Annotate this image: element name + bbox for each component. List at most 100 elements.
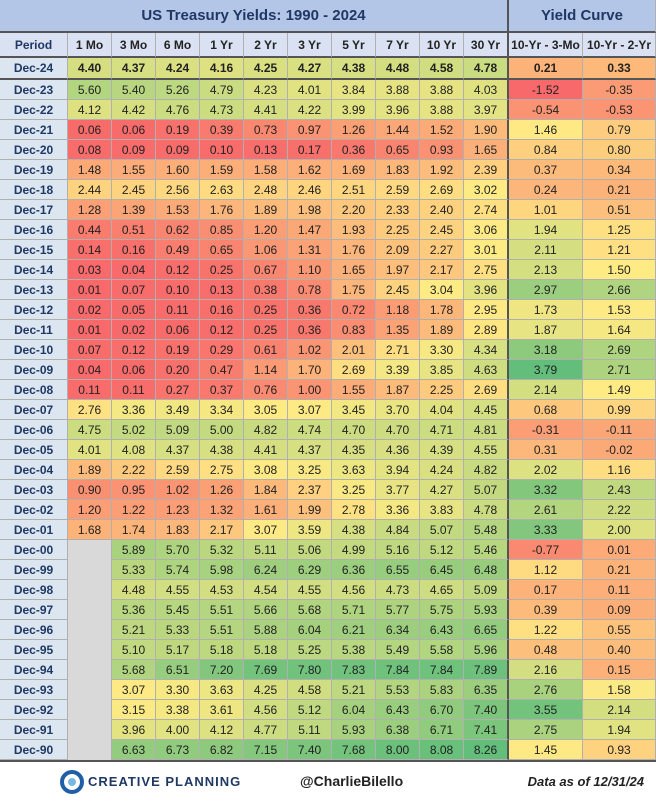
- cell: 3.88: [376, 80, 420, 100]
- cell: 6.48: [464, 560, 509, 580]
- cell: 0.01: [68, 320, 112, 340]
- cell: 0.65: [200, 240, 244, 260]
- cell: 0.76: [244, 380, 288, 400]
- cell: 7.41: [464, 720, 509, 740]
- period: Dec-92: [0, 700, 68, 720]
- column-header: 10-Yr - 2-Yr: [583, 33, 656, 58]
- cell: 2.69: [583, 340, 656, 360]
- cell: 5.02: [112, 420, 156, 440]
- cell: 5.17: [156, 640, 200, 660]
- cell: 1.53: [156, 200, 200, 220]
- cell: 1.58: [244, 160, 288, 180]
- cell: 5.40: [112, 80, 156, 100]
- cell: 1.39: [112, 200, 156, 220]
- cell: 3.79: [509, 360, 583, 380]
- cell: 2.20: [332, 200, 376, 220]
- cell: 1.21: [583, 240, 656, 260]
- cell: 3.04: [420, 280, 464, 300]
- period: Dec-03: [0, 480, 68, 500]
- empty-cell: [68, 560, 112, 580]
- cell: 1.70: [288, 360, 332, 380]
- cell: 0.19: [156, 120, 200, 140]
- period: Dec-21: [0, 120, 68, 140]
- period: Dec-15: [0, 240, 68, 260]
- cell: 0.25: [244, 300, 288, 320]
- cell: 4.78: [464, 500, 509, 520]
- cell: 0.10: [200, 140, 244, 160]
- column-header: 2 Yr: [244, 33, 288, 58]
- cell: 3.06: [464, 220, 509, 240]
- cell: 3.59: [288, 520, 332, 540]
- cell: -0.11: [583, 420, 656, 440]
- cell: 5.09: [156, 420, 200, 440]
- cell: 1.14: [244, 360, 288, 380]
- cell: 2.66: [583, 280, 656, 300]
- cell: 0.68: [509, 400, 583, 420]
- period: Dec-11: [0, 320, 68, 340]
- cell: 2.74: [464, 200, 509, 220]
- cell: 4.71: [420, 420, 464, 440]
- cell: 0.24: [509, 180, 583, 200]
- cell: 6.51: [156, 660, 200, 680]
- cell: 5.25: [288, 640, 332, 660]
- period: Dec-98: [0, 580, 68, 600]
- cell: 1.20: [68, 500, 112, 520]
- period: Dec-04: [0, 460, 68, 480]
- cell: 1.53: [583, 300, 656, 320]
- cell: 1.50: [583, 260, 656, 280]
- cell: 1.55: [112, 160, 156, 180]
- cell: 2.69: [332, 360, 376, 380]
- cell: 1.26: [332, 120, 376, 140]
- cell: 4.76: [156, 100, 200, 120]
- cell: 1.73: [509, 300, 583, 320]
- cell: 4.41: [244, 440, 288, 460]
- cell: 2.22: [112, 460, 156, 480]
- footer: CREATIVE PLANNING @CharlieBilello Data a…: [0, 760, 656, 801]
- cell: 0.36: [288, 320, 332, 340]
- cell: 4.78: [464, 58, 509, 80]
- cell: 4.25: [244, 58, 288, 80]
- period: Dec-99: [0, 560, 68, 580]
- cell: 6.04: [332, 700, 376, 720]
- note: Data as of 12/31/24: [527, 774, 644, 789]
- cell: 4.08: [112, 440, 156, 460]
- period: Dec-19: [0, 160, 68, 180]
- cell: 0.11: [68, 380, 112, 400]
- period: Dec-00: [0, 540, 68, 560]
- cell: 1.98: [288, 200, 332, 220]
- cell: 0.83: [332, 320, 376, 340]
- cell: 4.70: [332, 420, 376, 440]
- cell: 3.99: [332, 100, 376, 120]
- cell: 8.00: [376, 740, 420, 760]
- cell: 4.38: [200, 440, 244, 460]
- cell: 1.25: [583, 220, 656, 240]
- empty-cell: [68, 640, 112, 660]
- cell: 8.26: [464, 740, 509, 760]
- cell: 5.12: [420, 540, 464, 560]
- column-header: 10-Yr - 3-Mo: [509, 33, 583, 58]
- cell: 4.41: [244, 100, 288, 120]
- cell: 6.65: [464, 620, 509, 640]
- cell: 3.07: [244, 520, 288, 540]
- cell: 1.47: [288, 220, 332, 240]
- cell: 1.46: [509, 120, 583, 140]
- cell: 2.75: [200, 460, 244, 480]
- cell: 2.45: [420, 220, 464, 240]
- cell: 2.02: [509, 460, 583, 480]
- cell: 0.29: [200, 340, 244, 360]
- cell: 0.49: [156, 240, 200, 260]
- cell: 2.61: [509, 500, 583, 520]
- period: Dec-05: [0, 440, 68, 460]
- cell: 0.21: [509, 58, 583, 80]
- cell: 4.58: [420, 58, 464, 80]
- cell: 6.55: [376, 560, 420, 580]
- cell: 0.02: [112, 320, 156, 340]
- cell: 1.94: [509, 220, 583, 240]
- cell: 6.34: [376, 620, 420, 640]
- cell: 4.01: [68, 440, 112, 460]
- cell: 4.16: [200, 58, 244, 80]
- cell: 0.11: [583, 580, 656, 600]
- cell: 1.64: [583, 320, 656, 340]
- cell: 4.42: [112, 100, 156, 120]
- period: Dec-14: [0, 260, 68, 280]
